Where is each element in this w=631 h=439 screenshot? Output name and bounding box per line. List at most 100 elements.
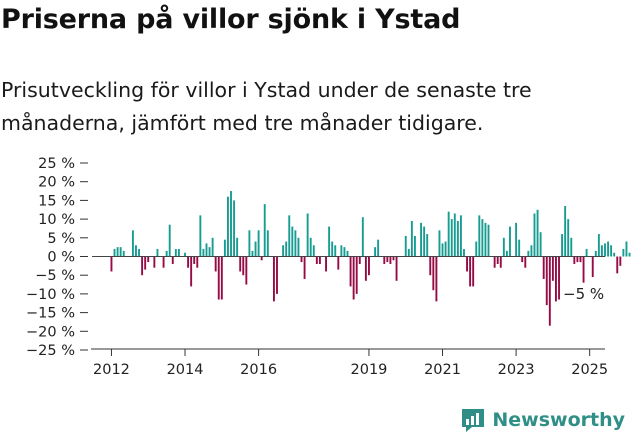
bar [377,239,380,257]
bar [591,256,594,278]
bar [533,213,536,257]
bar [413,235,416,257]
bar [420,222,423,257]
y-tick-label: −20 % [26,324,75,340]
bar [368,256,370,276]
bar [392,256,395,261]
bar [291,226,294,257]
bar [300,256,303,263]
bar [570,237,573,257]
bar [328,226,331,257]
bar [303,256,306,279]
bar [625,241,628,257]
bar [177,249,180,257]
bar [469,256,472,287]
bar [613,252,616,257]
bar [594,250,597,257]
bar [573,256,576,264]
annotation-latest-value: −5 % [563,285,604,303]
bar [242,256,245,276]
bar [276,256,278,294]
bar [407,249,410,257]
bar [165,250,168,257]
bar [604,243,606,257]
bar [135,245,137,257]
bar [196,256,199,268]
bar [539,232,542,257]
bar [404,235,407,257]
bar [233,200,236,257]
bar [306,213,309,257]
bar [472,256,475,287]
bar [444,241,447,257]
bar [349,256,352,287]
bar [214,256,217,272]
bar [496,256,499,264]
bar [171,256,174,264]
bar [527,250,530,257]
y-tick-label: −10 % [26,287,75,303]
y-tick-label: 0 % [47,250,75,266]
bar [558,256,560,300]
y-tick-label: −15 % [26,306,75,322]
bar [248,230,251,257]
bar [334,245,337,257]
chart-subtitle: Prisutveckling för villor i Ystad under … [1,78,532,135]
bar [521,256,524,263]
bar [481,219,484,257]
y-tick-label: −25 % [26,343,75,359]
bar [545,256,548,306]
bar [174,249,177,257]
bar [423,226,426,257]
bar [567,219,570,257]
bar [628,252,631,257]
bar [282,245,285,257]
bar [223,239,226,257]
x-tick-label: 2019 [351,362,388,378]
bar [318,256,321,264]
bar [325,256,327,272]
bar [343,247,346,257]
bar [509,226,511,257]
bar [502,237,505,257]
bar [245,256,248,285]
bar [227,196,229,257]
bar [331,241,334,257]
y-tick-label: 5 % [47,231,75,247]
bar [576,256,579,263]
bar [116,247,119,257]
bar [156,249,159,257]
bar [263,204,266,257]
y-tick-label: −5 % [35,268,75,284]
bar [205,243,208,257]
bar [395,256,398,281]
bar [600,245,603,257]
y-tick-label: 10 % [38,212,75,228]
bar [616,256,619,274]
bar [315,256,318,264]
bar [138,249,140,257]
bar [358,256,361,264]
bar [236,237,239,257]
bar [536,209,539,257]
bar [147,256,150,263]
bar [346,250,349,257]
bar [190,256,193,287]
chart-title: Priserna på villor sjönk i Ystad [1,4,461,35]
x-tick-label: 2012 [93,362,130,378]
bar [340,245,343,257]
bar [272,256,275,302]
bar [610,245,613,257]
bar [548,256,551,326]
bar [438,230,441,257]
bar [619,256,622,266]
bar [456,220,459,257]
bar [297,237,300,257]
brand-logo: Newsworthy [460,407,625,433]
bar [386,256,389,263]
bar [518,239,521,257]
bar [288,215,291,257]
bar [184,252,186,257]
bar [309,237,312,257]
